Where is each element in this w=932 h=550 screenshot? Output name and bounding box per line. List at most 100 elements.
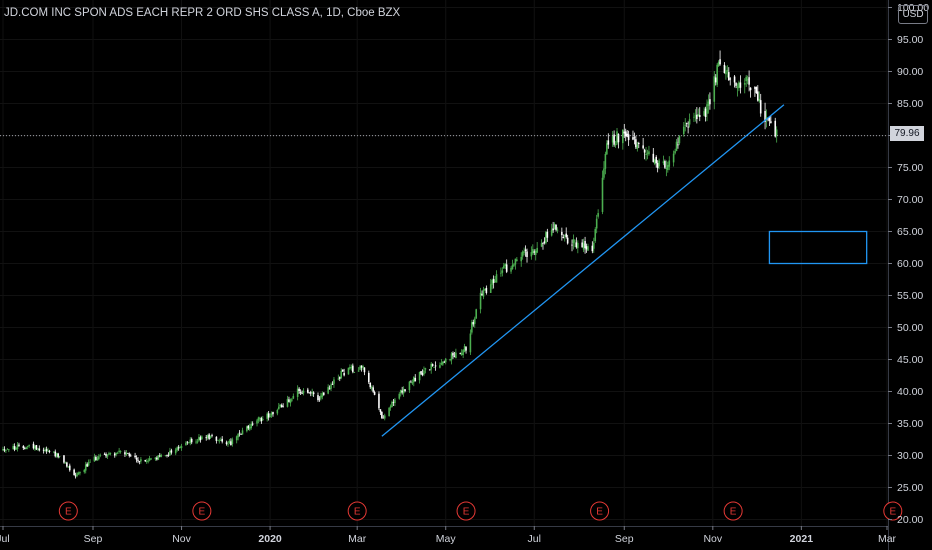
candle-body	[627, 134, 630, 141]
candle-body	[174, 449, 177, 454]
price-tick-label: 25.00	[897, 482, 923, 494]
candles	[2, 50, 778, 479]
candle-body	[25, 447, 28, 450]
candle-body	[237, 433, 239, 438]
earnings-marker[interactable]: E	[723, 501, 743, 521]
price-tick-label: 85.00	[897, 98, 923, 110]
candle-body	[66, 462, 68, 467]
earnings-marker-circle	[883, 501, 903, 521]
candle-body	[678, 135, 681, 144]
candle-body	[83, 469, 86, 473]
time-tick-label: May	[436, 533, 457, 545]
time-tick-label: Sep	[84, 533, 103, 545]
trendline[interactable]	[381, 104, 785, 437]
candle-body	[755, 87, 758, 94]
drawings[interactable]	[0, 104, 888, 437]
price-tick-label: 45.00	[897, 354, 923, 366]
candle-body	[656, 162, 659, 169]
time-axis[interactable]: Jul Sep Nov 2020 Mar May Jul Sep Nov 2021 Mar	[0, 526, 897, 545]
rectangle-drawing[interactable]	[768, 230, 868, 265]
candle-body	[34, 445, 36, 449]
candle-body	[260, 418, 263, 422]
candle-body	[145, 460, 148, 462]
earnings-marker[interactable]: E	[590, 501, 610, 521]
candle-body	[723, 64, 726, 74]
candle-body	[472, 321, 475, 325]
candle-body	[624, 131, 627, 137]
candle-body	[431, 364, 434, 366]
candle-body	[516, 259, 518, 262]
candle-body	[617, 134, 620, 143]
candle-body	[514, 258, 517, 265]
candle-body	[199, 437, 202, 441]
candle-body	[707, 101, 710, 107]
candle-body	[665, 167, 668, 169]
earnings-marker-label: E	[65, 507, 72, 518]
candle-body	[504, 263, 507, 267]
earnings-marker-label: E	[199, 507, 206, 518]
candle-body	[698, 115, 701, 118]
candle-body	[401, 390, 403, 393]
candle-body	[169, 450, 171, 456]
candle-body	[434, 365, 437, 367]
candle-body	[545, 232, 547, 244]
candle-body	[511, 264, 514, 270]
candle-body	[79, 471, 81, 474]
price-tick-label: 60.00	[897, 258, 923, 270]
candle-body	[383, 415, 386, 419]
candle-body	[47, 450, 49, 452]
earnings-marker-label: E	[596, 507, 603, 518]
earnings-marker[interactable]: E	[347, 501, 367, 521]
candle-body	[307, 389, 309, 393]
candle-body	[198, 436, 200, 441]
candle-body	[664, 161, 666, 168]
currency-button[interactable]: USD	[898, 5, 928, 24]
candle-body	[585, 246, 588, 250]
earnings-marker-label: E	[463, 507, 470, 518]
candle-body	[328, 388, 331, 390]
candle-body	[684, 124, 687, 126]
candle-body	[571, 244, 573, 246]
candle-body	[218, 440, 221, 442]
candle-body	[502, 265, 505, 269]
price-tick-label: 40.00	[897, 386, 923, 398]
candle-body	[408, 381, 411, 391]
candle-body	[68, 465, 71, 471]
candle-body	[632, 137, 634, 140]
candle-body	[682, 126, 685, 135]
candle-body	[77, 472, 80, 474]
candle-body	[677, 144, 679, 146]
candle-body	[758, 98, 761, 102]
candle-body	[301, 393, 303, 395]
candle-body	[555, 224, 557, 230]
candle-body	[768, 116, 771, 121]
candle-body	[648, 151, 650, 155]
candle-body	[767, 118, 769, 120]
candle-body	[523, 251, 525, 253]
earnings-marker[interactable]: E	[192, 501, 212, 521]
candle-body	[38, 448, 41, 451]
candle-body	[206, 435, 209, 438]
candle-body	[196, 441, 199, 443]
price-tick-label: 75.00	[897, 162, 923, 174]
candle-body	[318, 398, 321, 400]
earnings-marker[interactable]: E	[883, 501, 903, 521]
candle-body	[764, 110, 766, 122]
candle-body	[460, 353, 463, 355]
earnings-marker[interactable]: E	[456, 501, 476, 521]
candle-body	[428, 369, 431, 371]
candle-body	[672, 153, 675, 163]
candle-body	[353, 372, 356, 374]
candle-body	[42, 449, 45, 451]
candle-body	[584, 241, 586, 248]
earnings-marker[interactable]: E	[58, 501, 78, 521]
candle-body	[87, 462, 90, 466]
candle-body	[729, 78, 732, 80]
candle-body	[138, 461, 141, 462]
price-axis[interactable]: 20.00 25.00 30.00 35.00 40.00 45.00 50.00 55.00…	[888, 2, 929, 526]
candle-body	[382, 417, 385, 419]
candle-body	[338, 377, 341, 379]
candle-body	[719, 59, 721, 65]
